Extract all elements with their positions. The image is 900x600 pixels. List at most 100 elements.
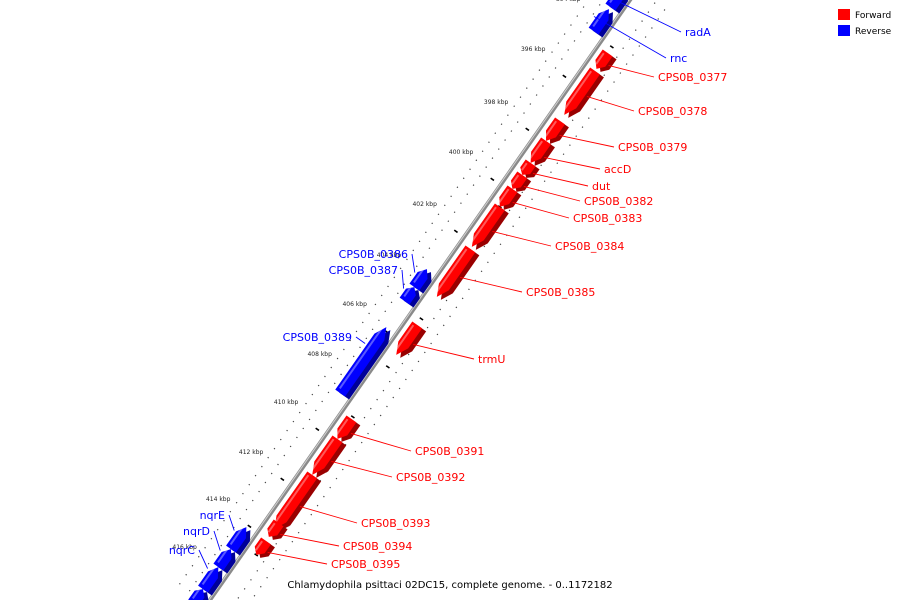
- gene-arrow-CPS0B_0387: [399, 286, 420, 308]
- gene-label-CPS0B_0378: CPS0B_0378: [638, 105, 707, 118]
- gene-label-dut: dut: [592, 180, 611, 193]
- gene-label-CPS0B_0395: CPS0B_0395: [331, 558, 400, 571]
- gene-label-nqrD: nqrD: [183, 525, 210, 538]
- leader-line-CPS0B_0392: [331, 461, 393, 478]
- leader-line-CPS0B_0395: [267, 552, 328, 565]
- gene-arrow-face: [564, 67, 600, 115]
- gene-arrow-CPS0B_0382: [510, 171, 532, 192]
- leader-line-CPS0B_0387: [401, 269, 405, 289]
- gene-arrow-side: [341, 418, 361, 442]
- scale-tick-label: 400 kbp: [449, 149, 474, 156]
- genome-backbone: [207, 0, 633, 600]
- gene-label-nqrC: nqrC: [169, 544, 195, 557]
- gene-label-CPS0B_0382: CPS0B_0382: [584, 195, 653, 208]
- gene-arrow-highlight: [255, 540, 263, 551]
- gene-arrow-CPS0B_0394: [267, 519, 288, 540]
- gene-label-CPS0B_0377: CPS0B_0377: [658, 71, 727, 84]
- gene-arrow-highlight: [311, 438, 335, 471]
- gene-arrow-highlight: [338, 326, 384, 389]
- gene-arrow-highlight: [336, 418, 349, 435]
- gene-arrow-face: [471, 203, 505, 247]
- gene-arrow-highlight: [395, 324, 415, 351]
- gene-arrow-face: [409, 269, 428, 291]
- gene-arrow-face: [337, 415, 357, 439]
- leader-line-rnc: [593, 16, 667, 59]
- minor-tick: [609, 45, 614, 49]
- gene-arrow-face: [588, 9, 609, 35]
- gene-arrow-face: [267, 519, 284, 537]
- gene-arrow-highlight: [595, 52, 605, 65]
- gene-arrow-face: [213, 549, 232, 571]
- scale-tick-label: 402 kbp: [412, 201, 437, 208]
- gene-label-CPS0B_0379: CPS0B_0379: [618, 141, 687, 154]
- legend-swatch-forward: [838, 9, 850, 20]
- gene-arrow-face: [335, 327, 387, 397]
- leader-line-trmU: [413, 344, 475, 360]
- scale-tick-label: 410 kbp: [274, 399, 299, 406]
- gene-arrow-nqrC: [198, 566, 223, 596]
- gene-arrow-CPS0B_0377: [595, 49, 617, 72]
- gene-arrow-highlight: [563, 70, 592, 111]
- gene-arrow-CPS0B_0386: [409, 268, 432, 294]
- gene-arrow-face: [274, 471, 318, 529]
- minor-tick: [350, 415, 355, 419]
- minor-tick: [385, 365, 390, 369]
- minor-tick: [419, 317, 424, 321]
- gene-arrow-side: [400, 324, 427, 358]
- genome-backbone-highlight: [208, 0, 630, 600]
- scale-tick-label: 396 kbp: [521, 46, 546, 53]
- gene-arrow-nqrE: [226, 526, 251, 556]
- gene-arrow-side: [534, 140, 555, 166]
- gene-arrow-CPS0B_0378: [563, 67, 604, 118]
- leader-line-CPS0B_0379: [559, 135, 615, 148]
- scale-tick-label: 414 kbp: [206, 496, 231, 503]
- gene-arrow-highlight: [521, 162, 528, 171]
- gene-arrow-face: [546, 117, 565, 141]
- gene-arrow-highlight: [435, 248, 468, 293]
- gene-arrow-face: [254, 537, 271, 555]
- gene-arrow-highlight: [267, 522, 276, 533]
- leader-line-nqrC: [198, 549, 209, 569]
- gene-label-CPS0B_0386: CPS0B_0386: [339, 248, 408, 261]
- legend-label-reverse: Reverse: [855, 27, 892, 37]
- scale-tick: [562, 74, 567, 79]
- scale-tick-label: 398 kbp: [484, 99, 509, 106]
- gene-arrow-highlight: [273, 474, 310, 525]
- gene-arrow-CPS0B_0383: [498, 185, 522, 210]
- gene-arrow-face: [226, 527, 247, 553]
- gene-label-radA: radA: [685, 26, 711, 39]
- leader-line-CPS0B_0386: [411, 253, 416, 273]
- gene-arrow-face: [510, 171, 528, 189]
- scale-tick: [525, 127, 530, 132]
- leader-line-CPS0B_0385: [460, 277, 523, 293]
- gene-arrow-highlight: [498, 188, 510, 203]
- leader-line-CPS0B_0384: [492, 231, 552, 247]
- gene-label-CPS0B_0383: CPS0B_0383: [573, 212, 642, 225]
- gene-arrow-highlight: [592, 8, 606, 27]
- scale-tick-label: 408 kbp: [307, 351, 332, 358]
- gene-arrow-CPS0B_0389: [335, 326, 391, 400]
- gene-arrow-face: [530, 137, 551, 163]
- leader-line-CPS0B_0393: [299, 506, 358, 524]
- gene-arrow-face: [396, 321, 423, 355]
- gene-arrow-CPS0B_0384: [470, 203, 509, 250]
- leader-line-CPS0B_0383: [512, 202, 570, 219]
- scale-tick: [453, 229, 459, 234]
- gene-arrow-highlight: [403, 286, 412, 297]
- leader-line-nqrD: [213, 530, 221, 551]
- scale-tick: [247, 524, 252, 529]
- gene-arrow-CPS0B_0393: [273, 471, 322, 532]
- gene-arrow-trmU: [395, 321, 427, 358]
- gene-arrow-highlight: [229, 526, 244, 545]
- gene-arrow-face: [399, 287, 416, 305]
- leader-line-CPS0B_0377: [608, 65, 655, 78]
- gene-arrow-highlight: [529, 140, 543, 159]
- scale-tick-label: 416 kbp: [172, 544, 197, 551]
- gene-arrow-highlight: [470, 206, 497, 243]
- gene-arrow-CPS0B_0379: [544, 117, 569, 144]
- scale-tick-label: 406 kbp: [342, 301, 367, 308]
- leader-line-CPS0B_0391: [350, 433, 412, 452]
- gene-arrow-face: [312, 435, 343, 475]
- gene-arrow-face: [595, 49, 613, 69]
